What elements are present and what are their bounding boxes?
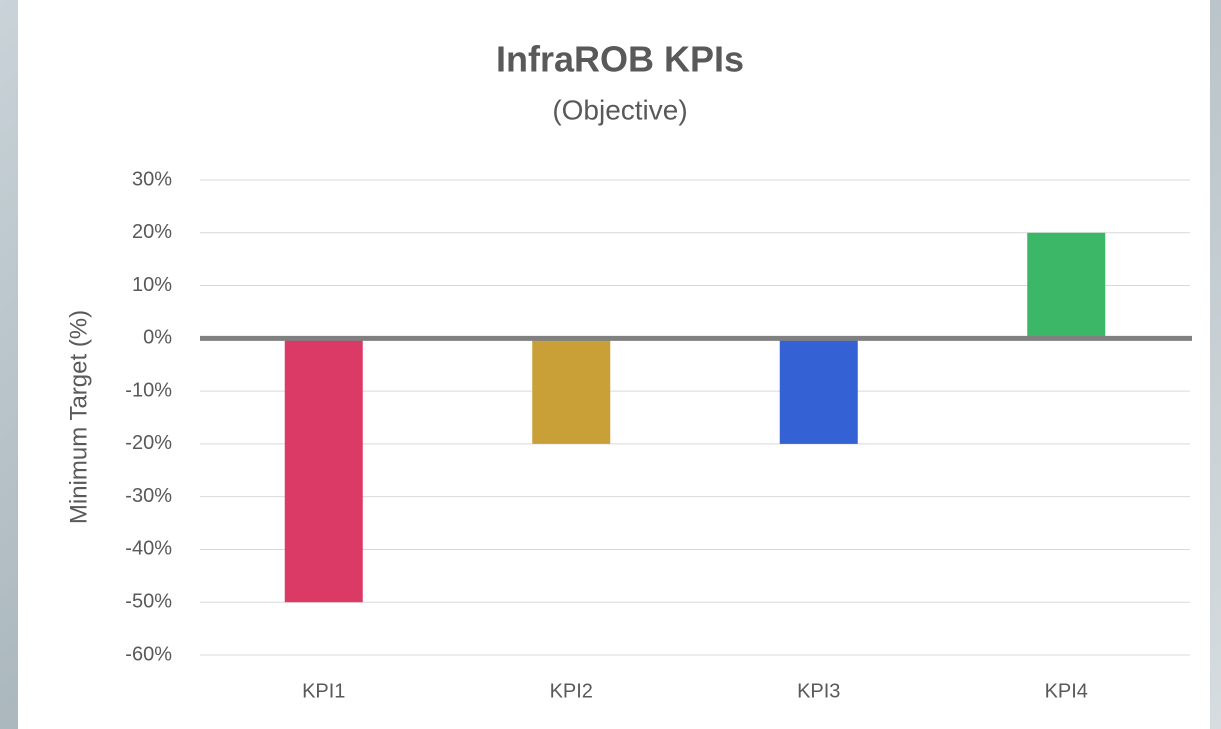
y-tick-label: -50% — [125, 591, 172, 613]
chart: InfraROB KPIs (Objective) Minimum Target… — [0, 0, 1221, 729]
x-tick-label: KPI2 — [550, 680, 593, 702]
bar — [1027, 233, 1105, 339]
y-tick-label: 30% — [132, 168, 172, 190]
y-tick-label: -20% — [125, 432, 172, 454]
x-tick-label: KPI4 — [1045, 680, 1088, 702]
bar — [285, 338, 363, 602]
page: InfraROB KPIs (Objective) Minimum Target… — [0, 0, 1221, 729]
y-axis-label: Minimum Target (%) — [65, 310, 92, 524]
y-tick-label: 20% — [132, 221, 172, 243]
y-tick-label: 10% — [132, 274, 172, 296]
y-tick-label: -40% — [125, 538, 172, 560]
x-tick-label: KPI3 — [797, 680, 840, 702]
y-tick-label: -60% — [125, 643, 172, 665]
y-tick-label: -10% — [125, 379, 172, 401]
chart-subtitle: (Objective) — [552, 94, 687, 125]
x-tick-label: KPI1 — [302, 680, 345, 702]
bar — [780, 338, 858, 444]
chart-title: InfraROB KPIs — [496, 39, 744, 80]
y-tick-label: 0% — [143, 327, 172, 349]
y-tick-label: -30% — [125, 485, 172, 507]
bar — [532, 338, 610, 444]
